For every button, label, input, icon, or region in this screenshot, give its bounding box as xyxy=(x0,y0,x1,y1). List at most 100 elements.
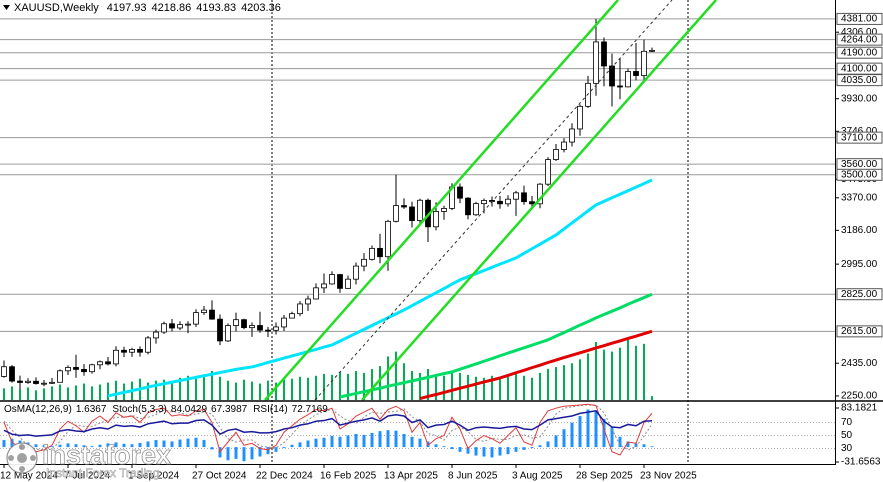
volume-bar xyxy=(219,376,221,400)
volume-bar xyxy=(571,363,573,400)
axis-labels: 4306.003930.003746.003475.003370.003186.… xyxy=(0,12,883,482)
osma-bar xyxy=(482,447,486,457)
volume-bar xyxy=(147,382,149,400)
osma-bar xyxy=(458,447,462,452)
osma-bar xyxy=(10,438,14,448)
osma-bar xyxy=(330,435,334,448)
logo-dot xyxy=(17,453,27,463)
osma-bar xyxy=(586,409,590,448)
candle-body xyxy=(329,274,335,285)
osma-bar xyxy=(642,444,646,448)
osma-bar xyxy=(418,438,422,448)
volume-bar xyxy=(59,384,61,400)
osma-bar xyxy=(506,447,510,455)
candle-body xyxy=(129,349,135,353)
candle-body xyxy=(25,380,31,383)
candle-body xyxy=(297,303,303,315)
x-tick-label: 7 Jul 2024 xyxy=(64,471,111,482)
candle-body xyxy=(89,364,95,373)
logo-dot xyxy=(8,455,14,461)
level-label-box xyxy=(836,168,883,181)
y-tick-label: 83.1821 xyxy=(841,403,878,414)
candle-body xyxy=(513,192,519,200)
volume-bar xyxy=(3,388,5,400)
osma-bar xyxy=(162,440,166,448)
open-value: 4197.93 xyxy=(107,2,147,14)
osma-bar xyxy=(242,447,246,462)
candle-body xyxy=(505,198,511,205)
osma-bar xyxy=(266,447,270,455)
low-value: 4193.83 xyxy=(196,2,236,14)
osma-bar xyxy=(42,445,46,448)
volume-bar xyxy=(523,375,525,400)
candle-body xyxy=(417,199,423,222)
volume-bar xyxy=(187,375,189,400)
osma-bar xyxy=(154,440,158,448)
volume-bar xyxy=(435,373,437,400)
osma-bar xyxy=(234,447,238,459)
osma-bar xyxy=(146,441,150,448)
candle-body xyxy=(305,298,311,305)
candle-body xyxy=(41,382,47,385)
candle-body xyxy=(273,326,279,331)
volume-bar xyxy=(547,369,549,400)
osma-bar xyxy=(578,416,582,448)
volume-bar xyxy=(283,379,285,400)
volume-bar xyxy=(19,389,21,400)
x-tick-label: 28 Sep 2025 xyxy=(576,471,633,482)
osma-bar xyxy=(618,436,622,448)
volume-bar xyxy=(107,382,109,400)
menu-triangle[interactable] xyxy=(3,5,10,10)
y-tick-label: -31.6563 xyxy=(841,457,881,468)
stoch-d-value: 67.3987 xyxy=(211,404,248,415)
volume-bar xyxy=(323,373,325,400)
volume-bar xyxy=(195,378,197,400)
volume-bar xyxy=(91,386,93,400)
level-label-box xyxy=(836,131,883,144)
y-tick-label: 3746.00 xyxy=(841,126,878,137)
candle-body xyxy=(9,366,15,382)
volume-bar xyxy=(299,376,301,400)
osma-bar xyxy=(322,437,326,448)
volume-bar xyxy=(627,340,629,400)
volume-bar xyxy=(243,379,245,400)
volume-bar xyxy=(443,375,445,400)
level-label: 4100.00 xyxy=(841,63,878,74)
y-tick-label: 3370.00 xyxy=(841,192,878,203)
osma-bar xyxy=(626,441,630,448)
volume-bar xyxy=(171,381,173,400)
candle-body xyxy=(441,208,447,212)
volume-bar xyxy=(211,370,213,400)
osma-bar xyxy=(74,444,78,448)
candle-body xyxy=(361,258,367,267)
osma-bar xyxy=(410,436,414,448)
candle-body xyxy=(17,380,23,383)
osma-bar xyxy=(274,447,278,452)
osma-bar xyxy=(250,447,254,460)
osma-bar xyxy=(186,438,190,448)
volume-bar xyxy=(67,387,69,400)
candle-body xyxy=(601,41,607,67)
volume-bar xyxy=(635,345,637,400)
candle-body xyxy=(105,361,111,365)
volume-bar xyxy=(259,383,261,400)
volume-bar xyxy=(203,374,205,400)
level-label-box xyxy=(836,33,883,46)
chart-header: XAUUSD,Weekly 4197.93 4218.86 4193.83 4203.3… xyxy=(14,2,281,14)
x-tick-label: 1 Sep 2024 xyxy=(128,471,180,482)
osma-bar xyxy=(546,441,550,448)
level-label-box xyxy=(836,74,883,87)
x-tick-label: 12 May 2024 xyxy=(0,471,58,482)
osma-bar xyxy=(130,444,134,448)
volume-bar xyxy=(611,351,613,400)
candle-body xyxy=(169,323,175,329)
volume-bar xyxy=(27,387,29,400)
candle-body xyxy=(377,247,383,258)
osma-bar xyxy=(202,440,206,448)
candle-body xyxy=(225,325,231,342)
x-tick-label: 8 Jun 2025 xyxy=(448,471,498,482)
candle-body xyxy=(409,206,415,222)
osma-bar xyxy=(170,441,174,448)
candle-body xyxy=(193,312,199,325)
volume-bar xyxy=(587,353,589,400)
